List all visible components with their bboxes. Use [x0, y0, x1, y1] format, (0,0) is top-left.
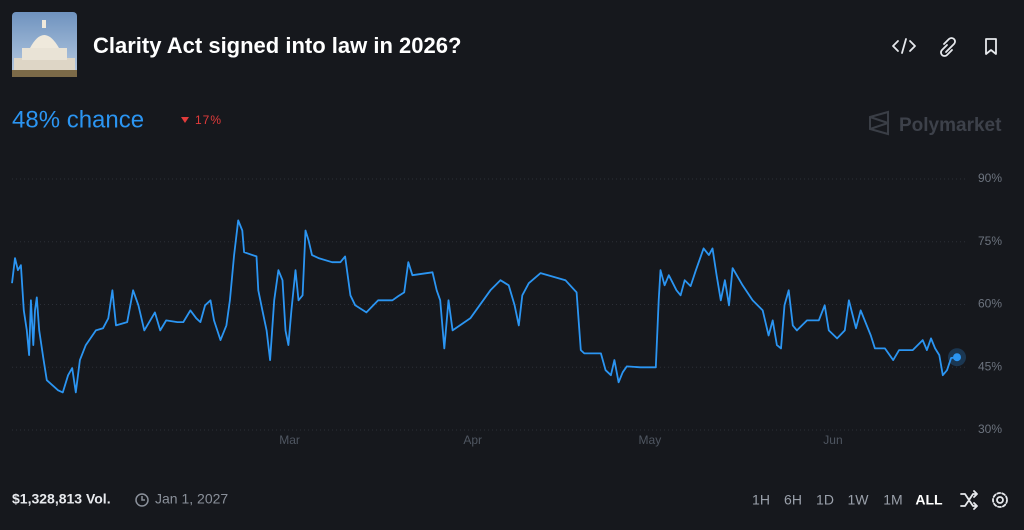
x-tick-label: Mar [279, 433, 300, 447]
market-image [12, 12, 77, 77]
market-title: Clarity Act signed into law in 2026? [93, 33, 461, 58]
y-tick-label: 45% [978, 359, 1002, 373]
plot: 30% 45% 60% 75% 90% Mar Apr May Jun [11, 171, 1002, 447]
embed-button[interactable] [892, 38, 916, 54]
change: 17% [195, 113, 222, 127]
range-button[interactable]: 1D [816, 492, 834, 508]
range-button[interactable]: ALL [915, 492, 943, 508]
x-tick-label: Apr [463, 433, 482, 447]
range-button[interactable]: 6H [784, 492, 802, 508]
y-tick-label: 30% [978, 422, 1002, 436]
volume: $1,328,813 Vol. [12, 491, 111, 507]
range-selector: 1H 6H 1D 1W 1M ALL [752, 492, 943, 508]
range-button[interactable]: 1H [752, 492, 770, 508]
clock-icon [135, 493, 149, 507]
y-tick-label: 60% [978, 297, 1002, 311]
down-arrow [181, 117, 189, 123]
brand-logo [869, 110, 889, 136]
range-button[interactable]: 1M [883, 492, 902, 508]
x-tick-label: May [639, 433, 662, 447]
y-tick-label: 75% [978, 234, 1002, 248]
brand-name: Polymarket [899, 115, 1002, 136]
y-tick-label: 90% [978, 171, 1002, 185]
end-date: Jan 1, 2027 [155, 491, 228, 507]
shuffle-button[interactable] [960, 490, 978, 510]
current-point [953, 353, 961, 362]
link-button[interactable] [940, 37, 956, 57]
range-button[interactable]: 1W [848, 492, 870, 508]
chance: 48% chance [12, 106, 144, 133]
price-line [11, 219, 958, 394]
settings-button[interactable] [992, 492, 1008, 508]
x-tick-label: Jun [823, 433, 842, 447]
bookmark-button[interactable] [985, 38, 997, 55]
